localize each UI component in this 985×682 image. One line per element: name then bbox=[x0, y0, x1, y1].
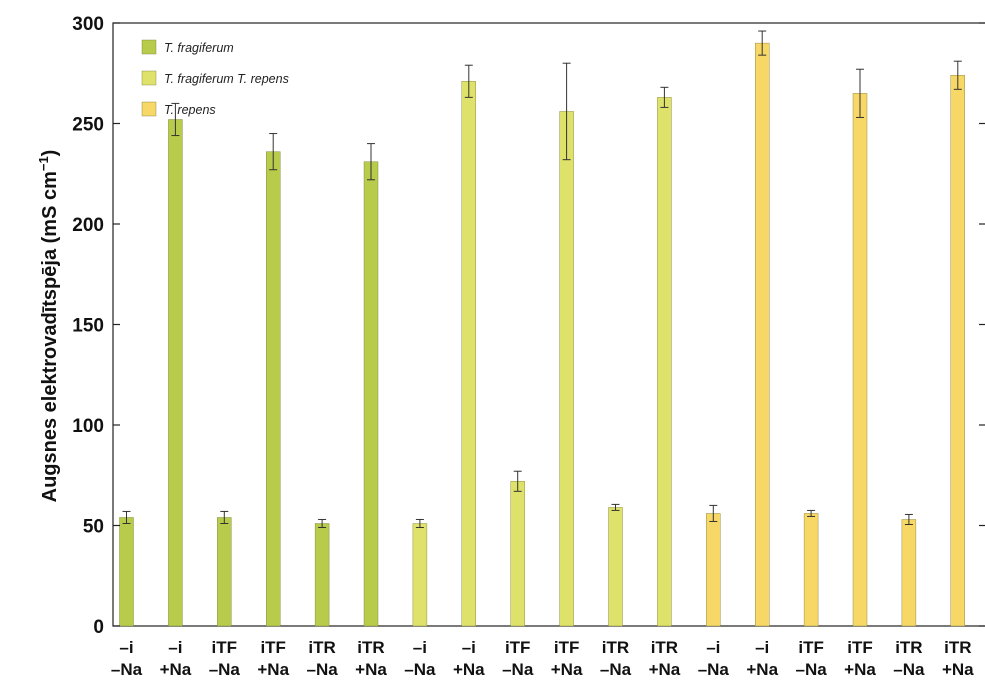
category-label-line2: –Na bbox=[600, 660, 632, 679]
y-tick-label: 0 bbox=[93, 617, 104, 638]
category-label-line1: iTR bbox=[944, 638, 971, 657]
category-label-line1: iTF bbox=[212, 638, 238, 657]
bar bbox=[314, 523, 330, 627]
category-label-line1: iTF bbox=[505, 638, 531, 657]
bars bbox=[119, 30, 965, 627]
bar bbox=[852, 93, 868, 627]
category-label-line1: iTR bbox=[357, 638, 384, 657]
category-label-line1: –i bbox=[706, 638, 720, 657]
y-tick-label: 50 bbox=[83, 517, 104, 538]
bar bbox=[559, 111, 574, 627]
y-tick-label: 200 bbox=[72, 215, 104, 236]
y-ticks: 0 50 100 150 200 250 300 bbox=[72, 14, 985, 638]
bar bbox=[363, 161, 379, 627]
y-axis-label-close: ) bbox=[39, 150, 61, 157]
category-label-line2: +Na bbox=[844, 660, 876, 679]
category-label-line2: +Na bbox=[942, 660, 974, 679]
legend-swatch bbox=[141, 101, 157, 117]
bar bbox=[657, 97, 672, 627]
category-label-line1: iTF bbox=[554, 638, 580, 657]
category-label-line2: –Na bbox=[111, 660, 143, 679]
bar bbox=[412, 523, 428, 627]
category-label-line1: –i bbox=[168, 638, 182, 657]
bar bbox=[119, 517, 134, 627]
bar bbox=[901, 519, 917, 627]
category-label-line2: +Na bbox=[746, 660, 778, 679]
category-label-line2: +Na bbox=[355, 660, 387, 679]
y-axis-label: Augsnes elektrovadītspēja (mS cm−1) bbox=[36, 150, 61, 503]
y-tick-label: 150 bbox=[72, 316, 104, 337]
category-labels: –i –Na –i +Na iTF –Na iTF +Na iTR –Na iTR +Na –i –Na –… bbox=[111, 638, 974, 679]
category-label-line2: –Na bbox=[698, 660, 730, 679]
legend-label: T. fragiferum T. repens bbox=[164, 72, 289, 86]
bar bbox=[266, 151, 281, 627]
bar bbox=[608, 507, 623, 627]
category-label-line1: –i bbox=[413, 638, 427, 657]
category-label-line1: iTR bbox=[308, 638, 335, 657]
bar bbox=[510, 481, 525, 627]
y-tick-label: 250 bbox=[72, 115, 104, 136]
y-axis-label-unit-exponent: −1 bbox=[36, 156, 51, 171]
category-label-line1: iTF bbox=[798, 638, 824, 657]
category-label-line2: –Na bbox=[209, 660, 241, 679]
legend-swatch bbox=[141, 39, 157, 55]
category-label-line2: –Na bbox=[502, 660, 534, 679]
category-label-line1: iTF bbox=[847, 638, 873, 657]
category-label-line1: –i bbox=[755, 638, 769, 657]
category-label-line2: +Na bbox=[160, 660, 192, 679]
category-label-line2: +Na bbox=[551, 660, 583, 679]
bar bbox=[217, 517, 232, 627]
category-label-line2: +Na bbox=[649, 660, 681, 679]
y-tick-label: 300 bbox=[72, 14, 104, 35]
legend: T. fragiferum T. fragiferum T. repens T. r… bbox=[141, 39, 289, 117]
bar bbox=[803, 513, 819, 627]
category-label-line2: +Na bbox=[257, 660, 289, 679]
category-label-line2: +Na bbox=[453, 660, 485, 679]
bar bbox=[168, 119, 183, 627]
bar bbox=[706, 513, 721, 627]
category-label-line2: –Na bbox=[893, 660, 925, 679]
category-label-line1: iTR bbox=[602, 638, 629, 657]
category-label-line2: –Na bbox=[796, 660, 828, 679]
category-label-line1: –i bbox=[119, 638, 133, 657]
legend-label: T. repens bbox=[164, 103, 216, 117]
bar bbox=[461, 81, 476, 627]
y-tick-label: 100 bbox=[72, 416, 104, 437]
bar bbox=[950, 75, 965, 627]
category-label-line1: iTF bbox=[260, 638, 286, 657]
legend-label: T. fragiferum bbox=[164, 41, 234, 55]
category-label-line1: iTR bbox=[895, 638, 922, 657]
category-label-line1: iTR bbox=[651, 638, 678, 657]
category-label-line2: –Na bbox=[307, 660, 339, 679]
bar bbox=[755, 42, 770, 627]
category-label-line2: –Na bbox=[404, 660, 436, 679]
legend-swatch bbox=[141, 70, 157, 86]
category-label-line1: –i bbox=[462, 638, 476, 657]
